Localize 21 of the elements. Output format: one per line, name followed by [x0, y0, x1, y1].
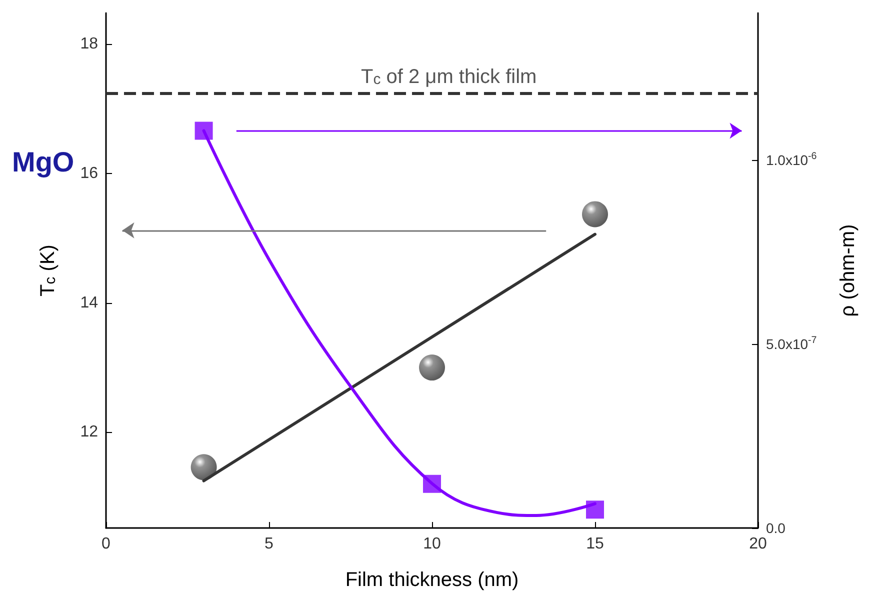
text: MgO: [12, 146, 74, 178]
y-tick-label: 16: [80, 164, 98, 182]
point: [190, 454, 217, 480]
x-tick-label: 5: [264, 536, 274, 552]
y-tick-label: 14: [80, 294, 98, 312]
y-tick-label: 18: [80, 36, 98, 53]
x-tick-label: 10: [423, 536, 441, 552]
x-tick-label: 15: [586, 536, 604, 552]
point: [423, 474, 441, 493]
x-axis-title: Film thickness (nm): [345, 569, 519, 591]
x-tick-label: 20: [749, 536, 767, 552]
point: [419, 354, 445, 381]
point: [194, 122, 213, 140]
y2-axis-title: ρ (ohm-m): [837, 224, 859, 317]
y-tick-label: 12: [80, 424, 98, 441]
x-tick-label: 0: [102, 536, 111, 552]
point: [582, 201, 608, 228]
point: [586, 500, 604, 519]
ref-line-label: Tc of 2 μm thick film: [361, 66, 537, 88]
y2-tick-label: 0.0: [766, 520, 786, 536]
y-axis-title: Tc (K): [37, 244, 59, 296]
